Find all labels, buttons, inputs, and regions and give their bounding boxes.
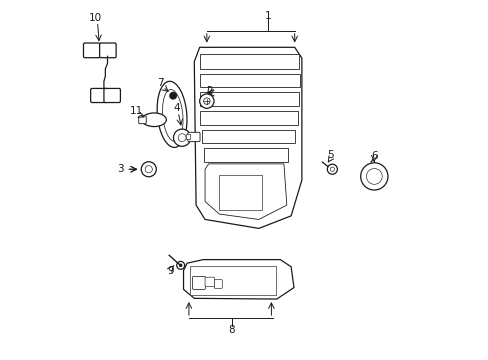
FancyBboxPatch shape — [139, 116, 146, 124]
Bar — [199, 74, 300, 87]
Bar — [190, 266, 276, 296]
Text: 2: 2 — [205, 86, 212, 96]
Bar — [199, 93, 299, 106]
Bar — [202, 130, 294, 143]
Text: 11: 11 — [129, 106, 142, 116]
Circle shape — [329, 167, 334, 171]
Circle shape — [145, 166, 152, 173]
FancyBboxPatch shape — [90, 89, 107, 103]
Circle shape — [203, 98, 210, 104]
Bar — [199, 54, 299, 69]
PathPatch shape — [194, 47, 301, 228]
Text: 3: 3 — [117, 164, 124, 174]
PathPatch shape — [183, 260, 293, 299]
Bar — [186, 134, 190, 139]
Circle shape — [169, 93, 176, 99]
Circle shape — [176, 261, 184, 269]
Circle shape — [173, 129, 190, 146]
Bar — [199, 111, 297, 125]
Text: 4: 4 — [173, 103, 180, 113]
FancyBboxPatch shape — [192, 276, 205, 289]
Circle shape — [326, 164, 337, 174]
Circle shape — [141, 162, 156, 177]
FancyBboxPatch shape — [83, 43, 100, 58]
Text: 10: 10 — [89, 13, 102, 23]
Text: 5: 5 — [326, 150, 333, 160]
Ellipse shape — [162, 90, 183, 141]
Ellipse shape — [142, 113, 166, 127]
Ellipse shape — [157, 81, 186, 148]
FancyBboxPatch shape — [104, 89, 120, 103]
FancyBboxPatch shape — [187, 132, 200, 141]
Text: 9: 9 — [167, 266, 174, 276]
Text: 1: 1 — [264, 11, 270, 21]
Circle shape — [179, 264, 182, 267]
Text: 6: 6 — [370, 150, 377, 161]
PathPatch shape — [204, 164, 286, 220]
Bar — [204, 148, 287, 162]
Circle shape — [178, 134, 185, 141]
FancyBboxPatch shape — [204, 277, 214, 287]
FancyBboxPatch shape — [214, 280, 222, 288]
Circle shape — [366, 168, 382, 184]
Text: 7: 7 — [157, 78, 163, 88]
Text: 8: 8 — [228, 325, 235, 335]
FancyBboxPatch shape — [100, 43, 116, 58]
Circle shape — [199, 94, 214, 108]
Circle shape — [360, 163, 387, 190]
Bar — [219, 175, 262, 211]
